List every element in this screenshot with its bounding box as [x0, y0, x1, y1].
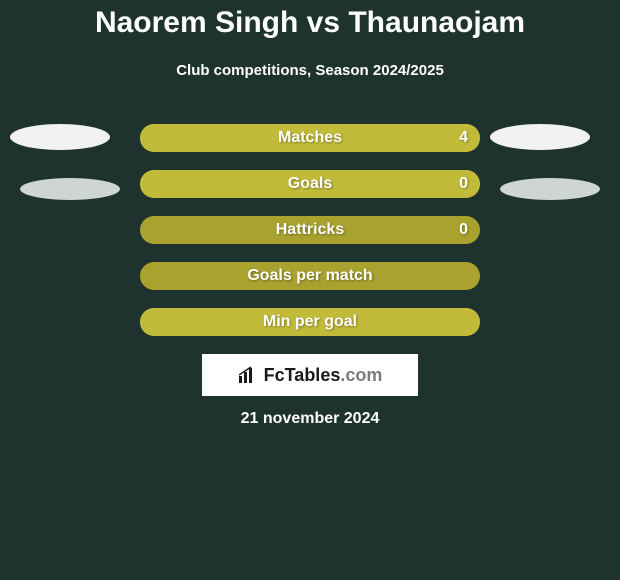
decorative-ellipse: [10, 124, 110, 150]
stat-row: Matches4: [140, 124, 480, 152]
stat-row: Goals per match: [140, 262, 480, 290]
snapshot-date: 21 november 2024: [0, 410, 620, 428]
stat-row: Hattricks0: [140, 216, 480, 244]
stat-label: Matches: [140, 124, 480, 152]
stat-label: Hattricks: [140, 216, 480, 244]
stat-value: 0: [459, 216, 468, 244]
comparison-subtitle: Club competitions, Season 2024/2025: [0, 62, 620, 79]
comparison-title: Naorem Singh vs Thaunaojam: [0, 6, 620, 40]
decorative-ellipse: [490, 124, 590, 150]
logo-suffix: .com: [340, 365, 382, 385]
fctables-logo: FcTables.com: [202, 354, 418, 396]
stat-label: Min per goal: [140, 308, 480, 336]
bars-chart-icon: [238, 366, 260, 384]
stat-row: Goals0: [140, 170, 480, 198]
stat-label: Goals: [140, 170, 480, 198]
stat-row: Min per goal: [140, 308, 480, 336]
decorative-ellipse: [20, 178, 120, 200]
logo-brand: FcTables: [264, 365, 341, 385]
stat-value: 4: [459, 124, 468, 152]
decorative-ellipse: [500, 178, 600, 200]
logo-text: FcTables.com: [264, 365, 383, 386]
stat-value: 0: [459, 170, 468, 198]
stat-label: Goals per match: [140, 262, 480, 290]
